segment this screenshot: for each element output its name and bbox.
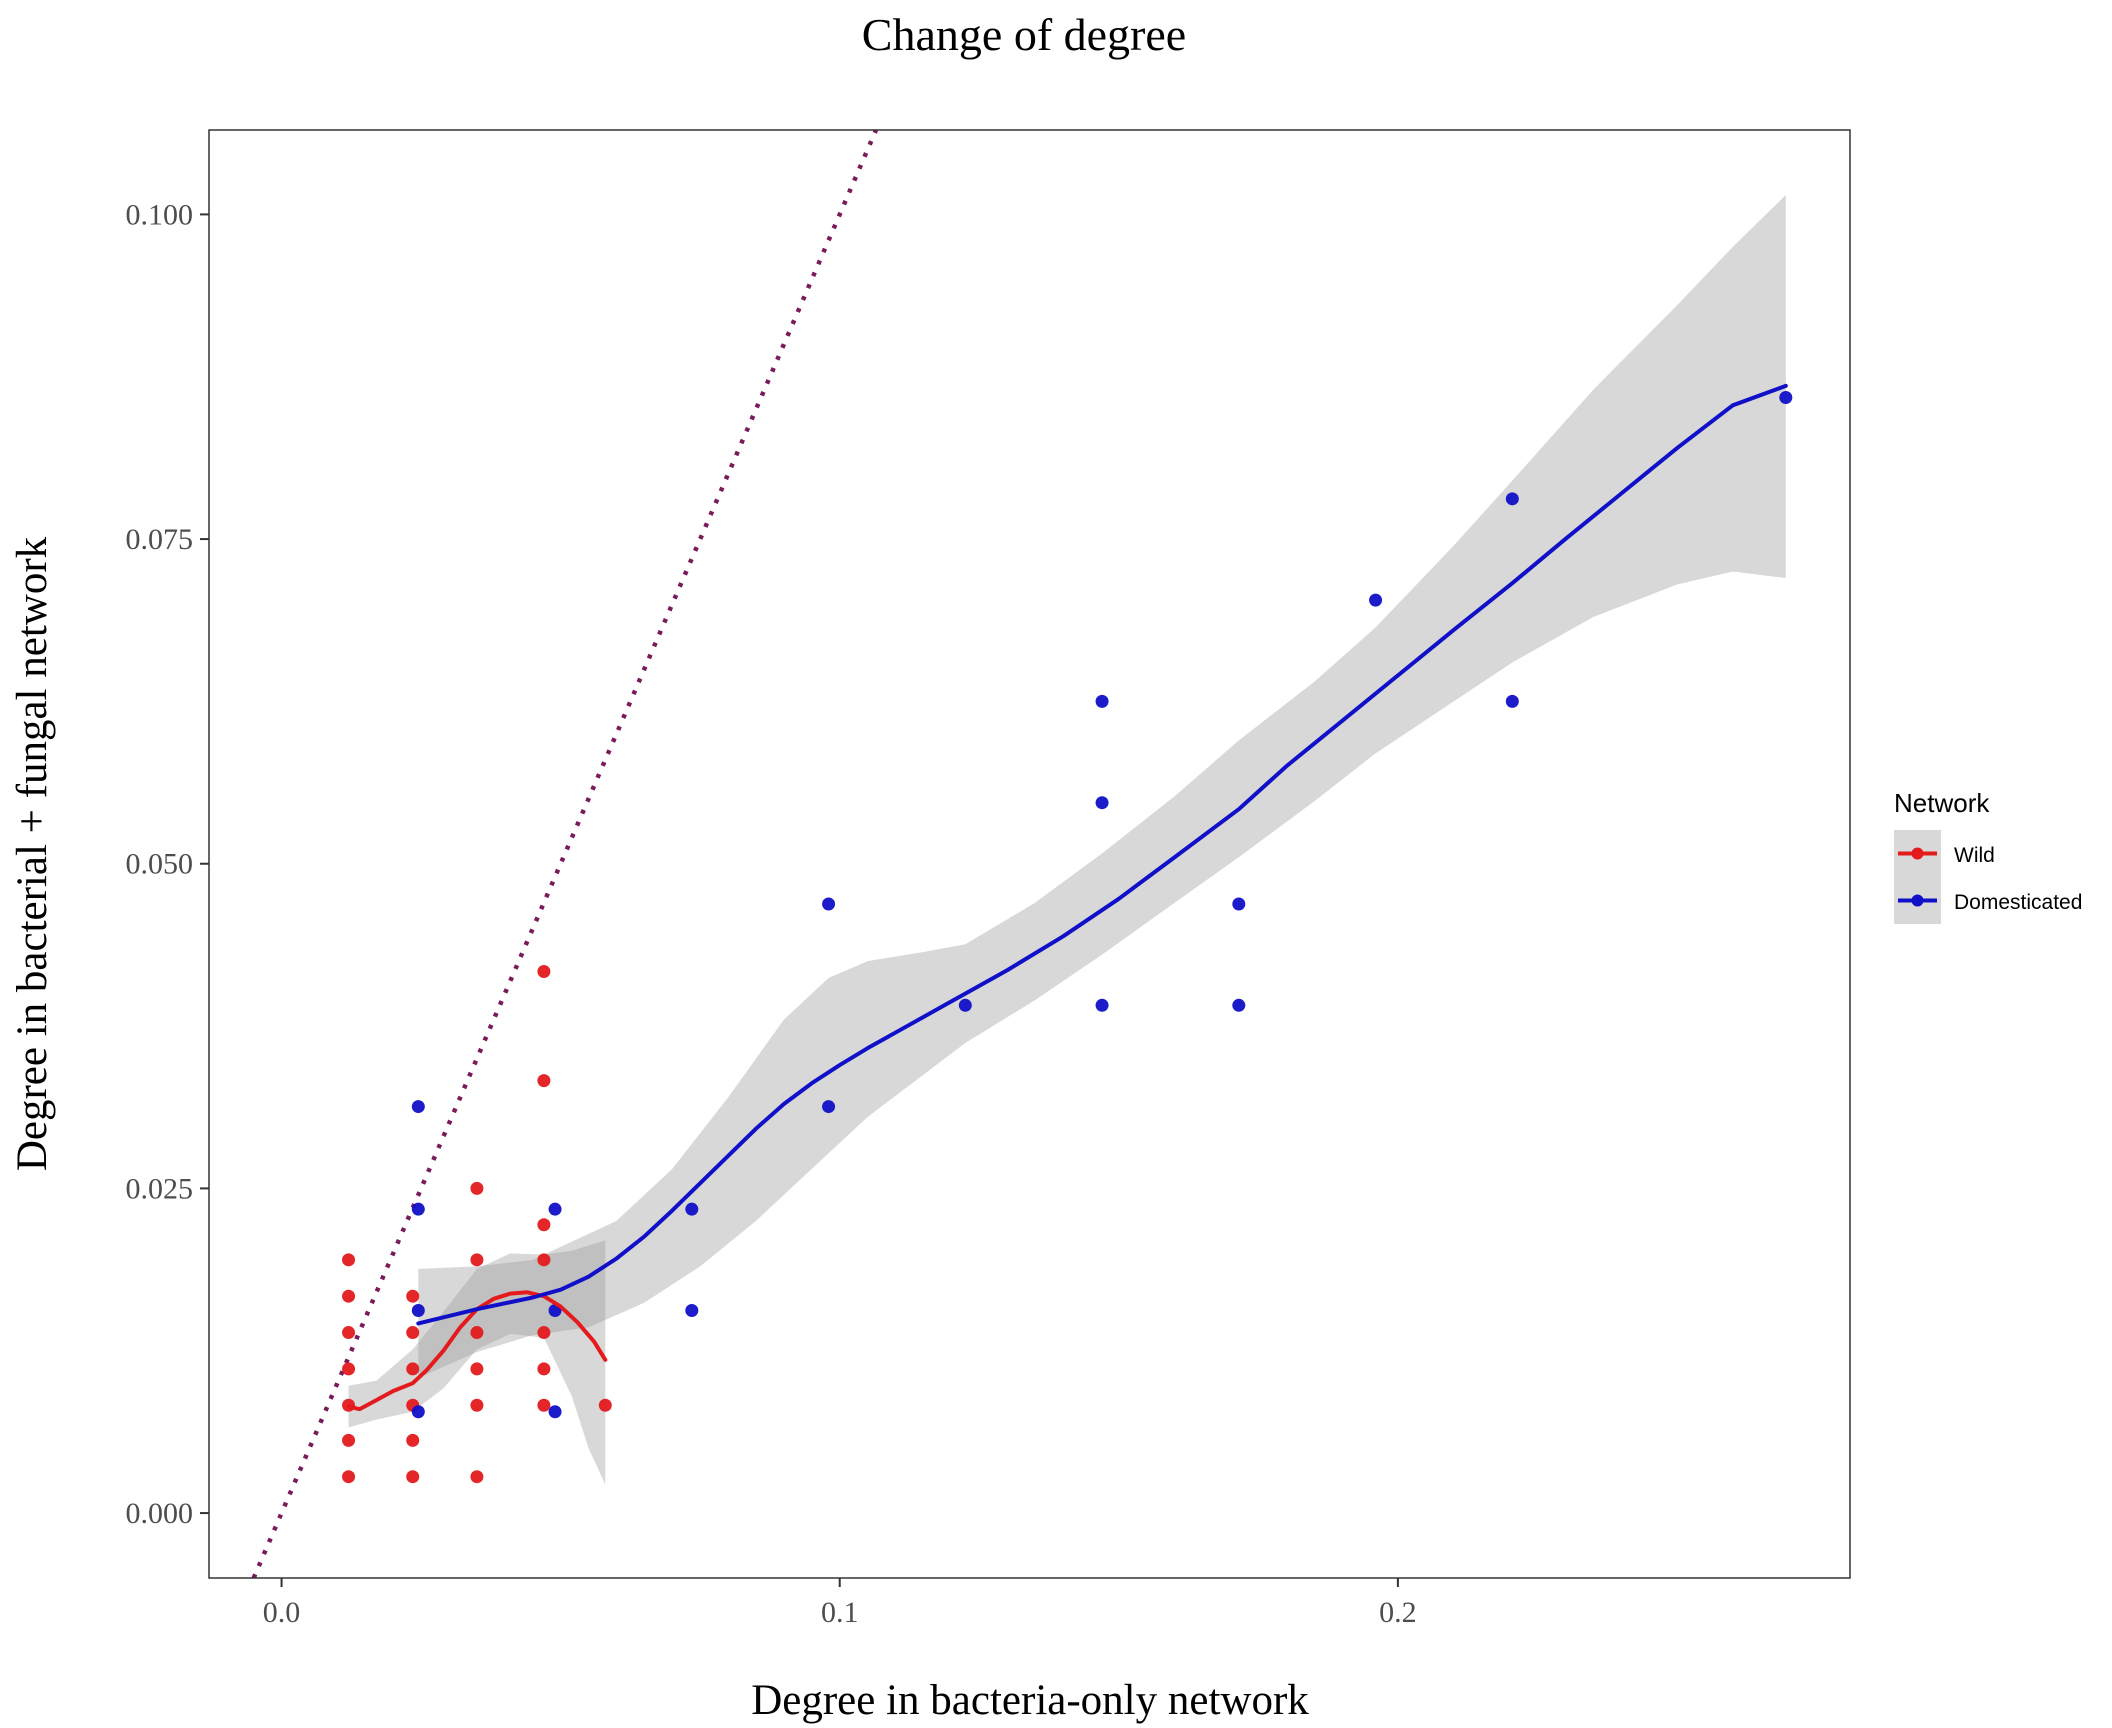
confidence-band-domesticated (418, 194, 1786, 1379)
y-tick-label: 0.025 (126, 1172, 194, 1205)
point-domesticated-16 (1232, 998, 1246, 1012)
point-domesticated-11 (958, 998, 972, 1012)
point-wild-18 (470, 1470, 484, 1484)
point-wild-8 (406, 1326, 420, 1340)
smooth-line-domesticated (416, 383, 1788, 1326)
legend-title: Network (1894, 788, 1990, 818)
point-wild-20 (537, 1074, 551, 1088)
legend-keys: Wild Domesticated (1894, 830, 2082, 924)
point-wild-11 (406, 1433, 420, 1447)
point-domesticated-9 (822, 897, 836, 911)
legend-key-point (1911, 847, 1924, 860)
point-domesticated-0 (411, 1100, 425, 1114)
point-wild-3 (342, 1362, 356, 1376)
legend: Network Wild Domesticated (1894, 788, 2082, 924)
point-domesticated-10 (822, 1100, 836, 1114)
point-wild-9 (406, 1362, 420, 1376)
y-tick-label: 0.075 (126, 523, 194, 556)
point-wild-19 (537, 965, 551, 979)
legend-label-domesticated: Domesticated (1954, 891, 2082, 914)
point-wild-24 (537, 1362, 551, 1376)
legend-label-wild: Wild (1954, 844, 1995, 867)
point-wild-0 (342, 1253, 356, 1267)
point-wild-15 (470, 1326, 484, 1340)
point-wild-13 (470, 1181, 484, 1195)
point-wild-17 (470, 1398, 484, 1412)
x-tick-label: 0.1 (821, 1596, 859, 1629)
point-domesticated-3 (411, 1405, 425, 1419)
point-wild-1 (342, 1289, 356, 1303)
identity-reference-line (251, 130, 879, 1578)
y-tick-label: 0.050 (126, 848, 194, 881)
point-domesticated-19 (1505, 694, 1519, 708)
x-axis-label: Degree in bacteria-only network (751, 1677, 1309, 1724)
point-domesticated-12 (1095, 694, 1109, 708)
point-domesticated-14 (1095, 998, 1109, 1012)
point-wild-6 (342, 1470, 356, 1484)
point-domesticated-15 (1232, 897, 1246, 911)
point-wild-23 (537, 1326, 551, 1340)
point-wild-7 (406, 1289, 420, 1303)
chart-title: Change of degree (862, 9, 1186, 60)
legend-key-point (1911, 894, 1924, 907)
axes: 0.0 0.1 0.2 0.000 0.025 0.050 0.075 0.100 (126, 198, 1417, 1629)
point-domesticated-17 (1369, 593, 1383, 607)
point-domesticated-13 (1095, 796, 1109, 810)
point-domesticated-4 (548, 1202, 562, 1216)
point-domesticated-7 (685, 1202, 699, 1216)
point-wild-12 (406, 1470, 420, 1484)
point-domesticated-1 (411, 1202, 425, 1216)
plot-area (251, 130, 1793, 1578)
point-wild-5 (342, 1433, 356, 1447)
point-domesticated-20 (1779, 391, 1793, 405)
point-domesticated-6 (548, 1405, 562, 1419)
y-tick-label: 0.100 (126, 198, 194, 231)
point-wild-26 (598, 1398, 612, 1412)
y-axis-label: Degree in bacterial + fungal network (9, 536, 56, 1171)
x-tick-label: 0.2 (1379, 1596, 1417, 1629)
point-wild-14 (470, 1253, 484, 1267)
x-tick-label: 0.0 (263, 1596, 301, 1629)
point-domesticated-18 (1505, 492, 1519, 506)
point-wild-21 (537, 1218, 551, 1232)
point-domesticated-8 (685, 1303, 699, 1317)
point-wild-16 (470, 1362, 484, 1376)
confidence-band-wild (348, 1240, 606, 1485)
point-wild-22 (537, 1253, 551, 1267)
plot-border (208, 129, 1851, 1579)
point-domesticated-2 (411, 1303, 425, 1317)
y-tick-label: 0.000 (126, 1497, 194, 1530)
plot-inner (251, 130, 1793, 1578)
point-wild-2 (342, 1326, 356, 1340)
point-wild-25 (537, 1398, 551, 1412)
